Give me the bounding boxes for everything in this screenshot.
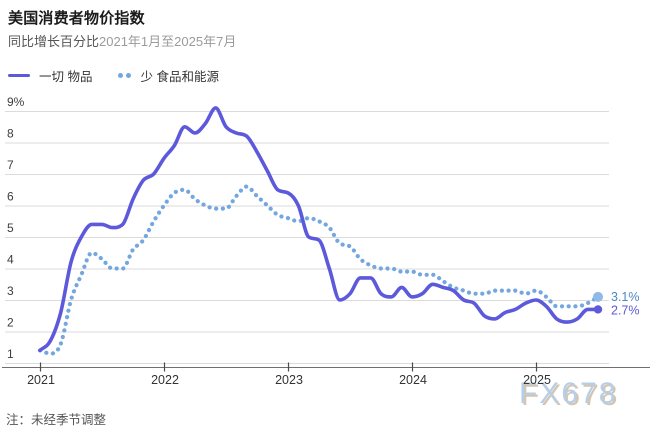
x-tick-label: 2025 <box>523 373 551 387</box>
x-axis-labels: 2021 2022 2023 2024 2025 <box>27 373 551 387</box>
all-items-cpi-line <box>38 106 600 353</box>
legend-item-core: 少 食品和能源 <box>118 66 219 85</box>
y-tick-label: 5 <box>7 221 14 235</box>
legend-item-all-items: 一切 物品 <box>8 66 92 85</box>
y-tick-label: 2 <box>7 316 14 330</box>
y-tick-label: 8 <box>7 127 14 141</box>
y-tick-label: 4 <box>7 253 14 267</box>
core-end-dot-icon <box>593 291 603 302</box>
legend-label-all-items: 一切 物品 <box>39 70 93 84</box>
chart-title: 美国消费者物价指数 <box>8 10 145 27</box>
footnote: 注：未经季节调整 <box>6 413 107 427</box>
legend-label-core: 少 食品和能源 <box>140 70 219 84</box>
end-value-labels: 3.1%2.7% <box>611 290 640 318</box>
y-tick-label: 1 <box>7 347 14 361</box>
y-axis-labels: 1 2 3 4 5 6 7 8 9% <box>7 95 25 361</box>
x-axis <box>2 362 650 372</box>
x-tick-label: 2022 <box>151 373 179 387</box>
y-tick-label: 6 <box>7 190 14 204</box>
gridlines <box>5 111 609 364</box>
dotted-line-swatch-icon <box>118 73 132 78</box>
y-tick-label: 3 <box>7 284 14 298</box>
subtitle-range: 2021年1月至2025年7月 <box>99 34 237 49</box>
solid-line-swatch-icon <box>8 73 30 78</box>
y-tick-label: 7 <box>7 158 14 172</box>
fx678-watermark: FX678 <box>519 377 618 410</box>
x-tick-label: 2021 <box>27 373 55 387</box>
core-end-value-label: 3.1% <box>611 290 640 304</box>
x-tick-label: 2024 <box>399 373 427 387</box>
subtitle-metric: 同比增长百分比 <box>8 34 100 49</box>
all-items-end-dot-icon <box>593 305 603 314</box>
y-tick-label: 9% <box>7 95 25 109</box>
x-tick-label: 2023 <box>275 373 303 387</box>
legend: 一切 物品 少 食品和能源 <box>8 66 219 85</box>
core-cpi-line <box>37 184 601 356</box>
all-items-end-value-label: 2.7% <box>611 303 640 317</box>
chart-subtitle: 同比增长百分比2021年1月至2025年7月 <box>8 31 236 50</box>
